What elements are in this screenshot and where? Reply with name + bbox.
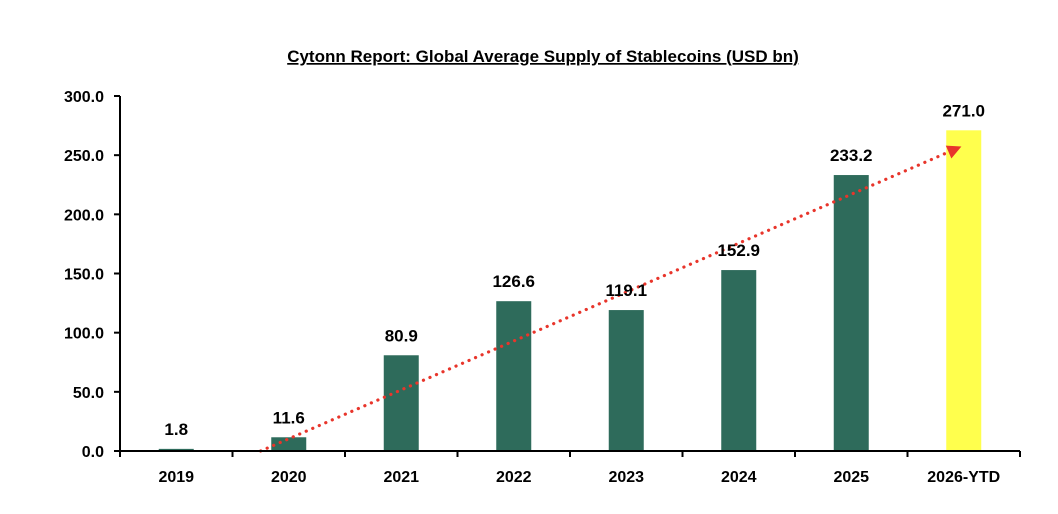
x-tick-label-2021: 2021 xyxy=(383,469,419,486)
x-tick-label-2025: 2025 xyxy=(833,469,869,486)
y-tick-label: 50.0 xyxy=(73,385,104,402)
bar-2025 xyxy=(833,175,869,451)
x-tick-label-2026-YTD: 2026-YTD xyxy=(927,469,1000,486)
data-label-2019: 1.8 xyxy=(164,420,188,439)
data-label-2020: 11.6 xyxy=(273,408,305,427)
chart-title: Cytonn Report: Global Average Supply of … xyxy=(287,47,799,66)
x-tick-label-2023: 2023 xyxy=(608,469,644,486)
trendline-group xyxy=(259,145,962,453)
x-tick-label-2020: 2020 xyxy=(271,469,307,486)
y-tick-label: 100.0 xyxy=(64,326,104,343)
data-label-2024: 152.9 xyxy=(717,241,760,260)
bar-2021 xyxy=(383,355,419,451)
bar-2022 xyxy=(496,301,532,451)
data-label-2023: 119.1 xyxy=(605,281,647,300)
bar-2026-YTD xyxy=(946,130,982,452)
data-labels-group: 1.8 11.6 80.9 126.6 119.1 152.9 233.2 271.0 xyxy=(164,101,985,439)
data-label-2026-YTD: 271.0 xyxy=(942,101,985,120)
bar-2024 xyxy=(721,270,757,451)
bars-group xyxy=(158,130,982,452)
y-tick-label: 250.0 xyxy=(64,148,104,165)
axes-group: 0.0 50.0 100.0 150.0 200.0 250.0 300.0 2019 2020… xyxy=(64,89,1021,486)
trendline-arrowhead xyxy=(945,145,962,159)
x-tick-label-2024: 2024 xyxy=(721,469,757,486)
x-tick-label-2022: 2022 xyxy=(496,469,532,486)
x-tick-label-2019: 2019 xyxy=(158,469,194,486)
bar-2023 xyxy=(608,310,644,451)
y-tick-label: 0.0 xyxy=(82,444,104,461)
bar-2020 xyxy=(271,437,307,451)
bar-2019 xyxy=(158,448,194,451)
y-tick-label: 300.0 xyxy=(64,89,104,106)
data-label-2025: 233.2 xyxy=(830,146,873,165)
data-label-2021: 80.9 xyxy=(385,326,418,345)
trendline xyxy=(259,150,950,453)
y-tick-label: 200.0 xyxy=(64,207,104,224)
y-tick-label: 150.0 xyxy=(64,267,104,284)
data-label-2022: 126.6 xyxy=(492,272,535,291)
